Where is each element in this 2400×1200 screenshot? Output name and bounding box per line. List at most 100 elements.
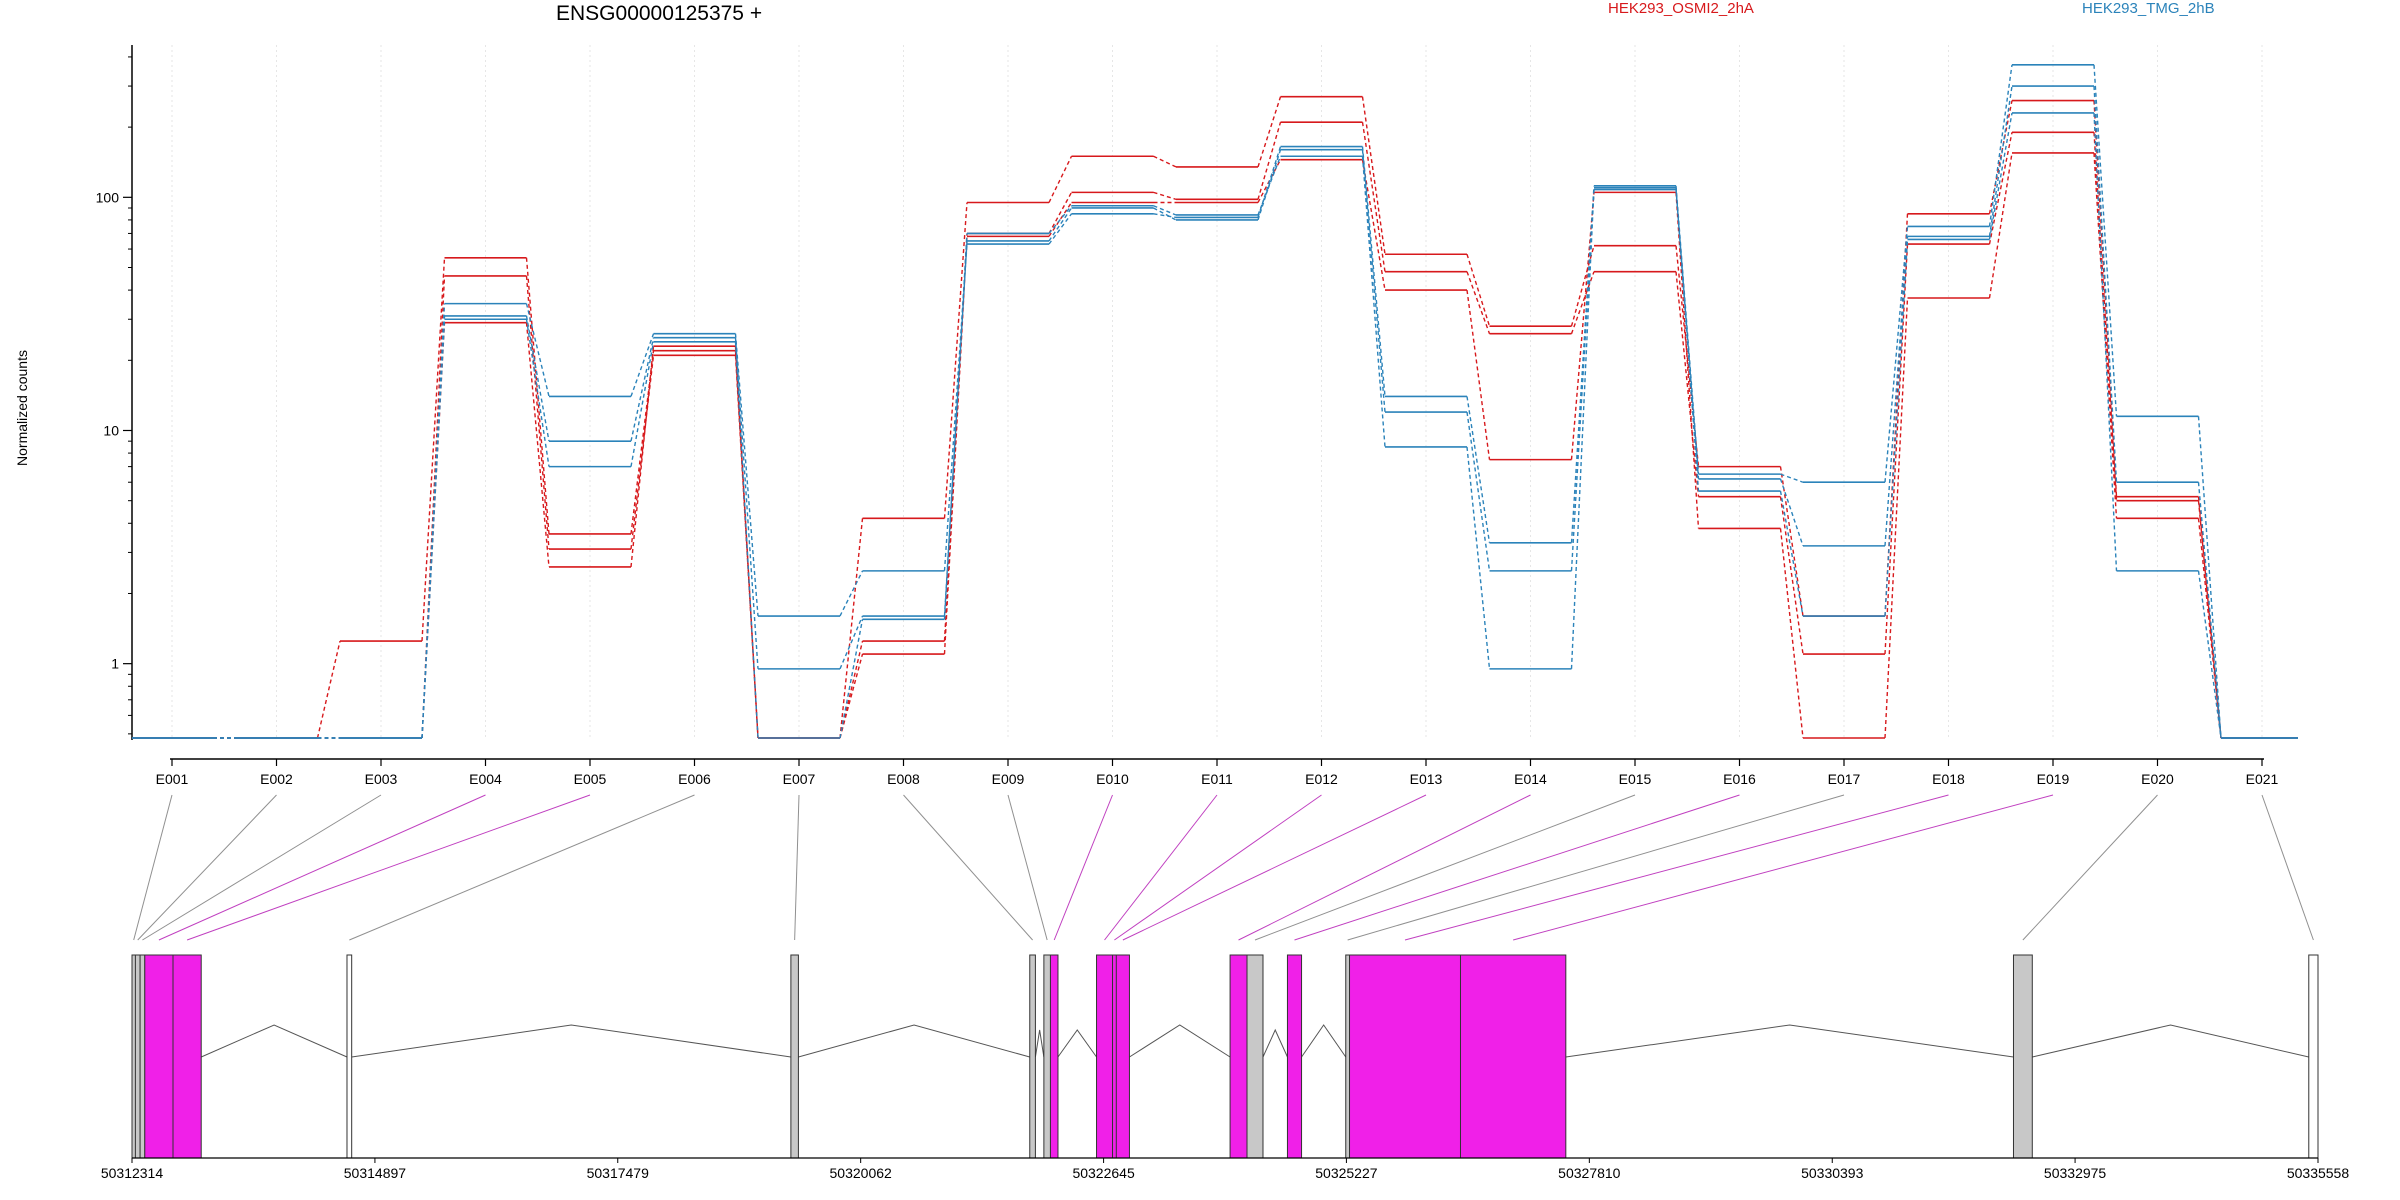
intron	[1301, 1024, 1347, 1058]
exon-connector	[1347, 794, 1845, 941]
series-connector	[839, 615, 864, 670]
genomic-tick-label: 50317479	[587, 1165, 650, 1181]
exon-connector	[1122, 794, 1427, 941]
series-connector	[839, 518, 864, 739]
intron	[1129, 1024, 1231, 1058]
series-connector	[1988, 64, 2013, 227]
exon-connector	[158, 794, 486, 941]
x-tick-label: E019	[2037, 771, 2070, 787]
series-connector	[630, 337, 655, 442]
exon-box	[1286, 954, 1303, 1159]
y-tick-label: 1	[111, 656, 119, 672]
series-connector	[1675, 192, 1700, 529]
series-connector	[1153, 191, 1177, 201]
exon-box	[346, 954, 353, 1159]
series-connector	[2093, 152, 2118, 519]
series-connector	[525, 315, 550, 442]
exon-connector	[1404, 794, 1949, 941]
series-connector	[943, 244, 968, 571]
series-connector	[1257, 121, 1282, 200]
genomic-tick-label: 50320062	[830, 1165, 893, 1181]
series-connector	[1988, 112, 2013, 240]
series-connector	[1570, 192, 1595, 460]
series-connector	[316, 640, 341, 739]
series-connector	[943, 233, 968, 620]
series-connector	[525, 322, 550, 567]
series-connector	[630, 350, 655, 535]
genomic-tick-label: 50330393	[1801, 1165, 1864, 1181]
genomic-tick-label: 50314897	[344, 1165, 407, 1181]
exon-box	[1459, 954, 1567, 1159]
series-connector	[839, 619, 864, 739]
series-connector	[1048, 205, 1073, 234]
intron	[1057, 1029, 1097, 1058]
series-connector	[1988, 152, 2013, 299]
intron	[1565, 1024, 2014, 1058]
chart-title: ENSG00000125375 +	[556, 2, 763, 25]
series-connector	[421, 257, 446, 642]
series-connector	[1884, 226, 1909, 483]
x-tick-label: E021	[2246, 771, 2279, 787]
series-connector	[630, 341, 655, 467]
exon-connector	[1254, 794, 1636, 941]
exon-box	[139, 954, 146, 1159]
series-connector	[2197, 570, 2222, 739]
legend-entry-tmg: HEK293_TMG_2hB	[2082, 0, 2215, 17]
series-connector	[839, 653, 864, 739]
series-connector	[1466, 446, 1491, 669]
exon-box	[144, 954, 174, 1159]
exon-box	[2308, 954, 2319, 1159]
x-tick-label: E006	[678, 771, 711, 787]
x-tick-label: E014	[1514, 771, 1547, 787]
series-lines	[132, 64, 2298, 739]
axes: 1 10 100 E001 E002 E003 E004 E005 E006 E007 E008 E0…	[96, 45, 2279, 787]
x-tick-label: E013	[1410, 771, 1443, 787]
exon-box	[2012, 954, 2033, 1159]
x-tick-label: E011	[1201, 771, 1233, 787]
y-tick-label: 100	[96, 189, 120, 205]
exon-box	[134, 954, 141, 1159]
exon-box	[1229, 954, 1248, 1159]
series-connector	[734, 333, 759, 617]
series-4	[132, 64, 2298, 739]
series-connector	[525, 275, 550, 550]
series-connector	[1361, 149, 1386, 413]
series-connector	[1884, 213, 1909, 617]
series-connector	[1466, 290, 1491, 460]
series-connector	[1153, 213, 1177, 219]
series-connector	[1675, 189, 1700, 479]
exon-connector	[133, 794, 173, 941]
series-connector	[2197, 482, 2222, 739]
series-connector	[1361, 96, 1386, 255]
exon-connector	[2022, 794, 2158, 941]
series-connector	[1257, 149, 1282, 221]
series-connector	[525, 319, 550, 467]
series-connector	[734, 337, 759, 669]
series-connector	[421, 319, 446, 739]
x-tick-label: E008	[887, 771, 920, 787]
genomic-tick-label: 50322645	[1072, 1165, 1135, 1181]
series-connector	[1361, 159, 1386, 291]
x-tick-label: E015	[1619, 771, 1652, 787]
x-tick-label: E002	[260, 771, 293, 787]
legend-entry-osmi2: HEK293_OSMI2_2hA	[1608, 0, 1754, 17]
exon-box	[790, 954, 799, 1159]
intron	[798, 1024, 1030, 1058]
series-connector	[1257, 96, 1282, 168]
x-tick-label: E016	[1723, 771, 1756, 787]
intron	[1034, 1029, 1045, 1058]
genomic-tick-label: 50327810	[1558, 1165, 1621, 1181]
exon-box	[1049, 954, 1059, 1159]
series-connector	[1048, 155, 1073, 203]
series-connector	[1675, 187, 1700, 492]
x-tick-label: E005	[574, 771, 607, 787]
x-tick-label: E020	[2141, 771, 2174, 787]
series-3	[132, 152, 2298, 739]
exon-connector	[1007, 794, 1048, 941]
exon-connector	[1238, 794, 1531, 941]
series-connector	[1048, 213, 1073, 245]
series-connector	[1988, 85, 2013, 237]
series-connector	[1779, 528, 1804, 739]
series-connector	[2093, 100, 2118, 497]
exon-connector	[1104, 794, 1218, 941]
